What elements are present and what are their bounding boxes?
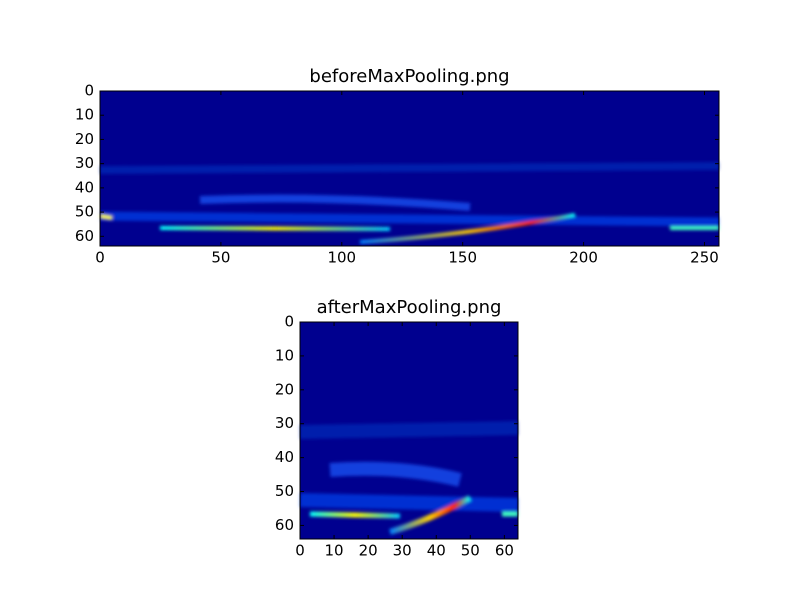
x-tick-label: 60 [495,542,514,560]
axes-frame [99,90,720,247]
x-tick-label: 0 [295,542,305,560]
x-tick-label: 30 [393,542,412,560]
x-tick-label: 0 [95,249,105,267]
y-tick-label: 20 [275,380,294,398]
heatmap-features [99,162,720,244]
y-tick-label: 10 [275,346,294,364]
x-tick-label: 250 [690,249,719,267]
x-tick-label: 200 [569,249,598,267]
y-tick-label: 30 [275,414,294,432]
x-tick-label: 50 [211,249,230,267]
axes-frame [299,321,519,540]
x-tick-label: 20 [359,542,378,560]
chart-title: afterMaxPooling.png [317,297,502,318]
y-tick-label: 40 [75,178,94,196]
y-tick-label: 0 [284,313,294,331]
x-tick-label: 40 [427,542,446,560]
y-tick-label: 50 [75,203,94,221]
y-tick-label: 60 [275,516,294,534]
y-tick-label: 40 [275,448,294,466]
x-tick-label: 100 [327,249,356,267]
y-tick-label: 30 [75,154,94,172]
y-tick-label: 60 [75,227,94,245]
x-tick-label: 10 [325,542,344,560]
x-tick-label: 150 [448,249,477,267]
y-tick-label: 20 [75,130,94,148]
y-tick-label: 50 [275,482,294,500]
x-tick-label: 50 [461,542,480,560]
y-tick-label: 0 [84,82,94,100]
y-tick-label: 10 [75,106,94,124]
chart-title: beforeMaxPooling.png [309,66,509,87]
heatmap-features [299,421,519,535]
